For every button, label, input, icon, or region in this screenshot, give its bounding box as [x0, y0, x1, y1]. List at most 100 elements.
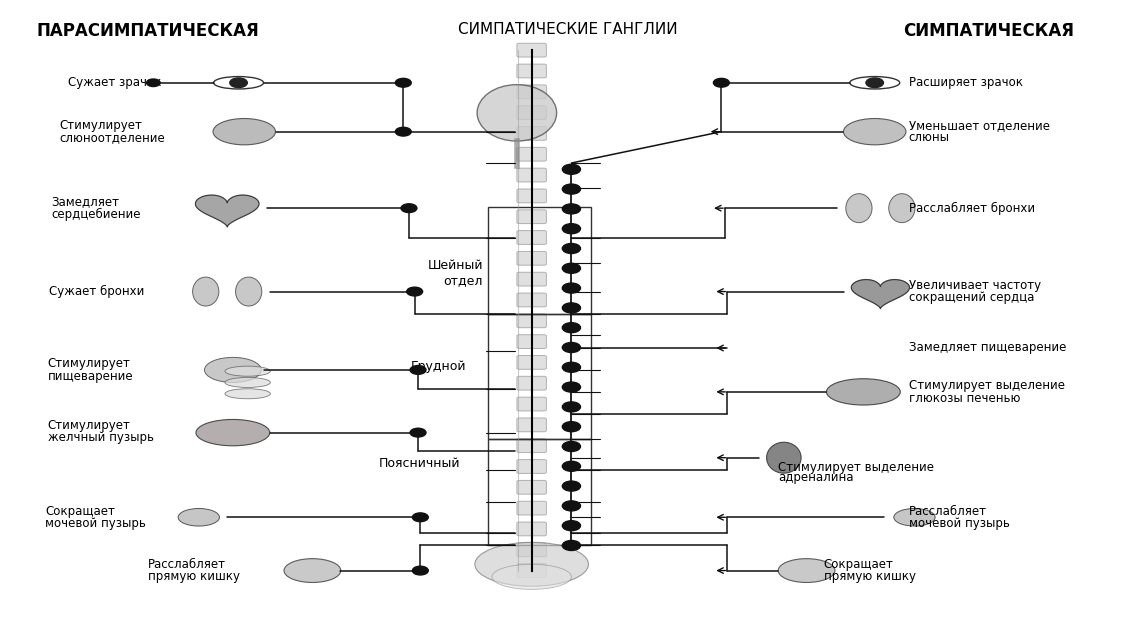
Text: мочевой пузырь: мочевой пузырь [45, 517, 147, 530]
Circle shape [562, 283, 580, 293]
Circle shape [562, 501, 580, 511]
Ellipse shape [846, 194, 872, 223]
FancyBboxPatch shape [517, 106, 546, 120]
Circle shape [562, 323, 580, 333]
Ellipse shape [477, 85, 557, 141]
Text: Стимулирует выделение: Стимулирует выделение [909, 379, 1064, 392]
Text: сердцебиение: сердцебиение [51, 208, 141, 221]
FancyBboxPatch shape [517, 397, 546, 411]
Text: мочевой пузырь: мочевой пузырь [909, 517, 1010, 530]
Ellipse shape [475, 542, 588, 586]
Text: Увеличивает частоту: Увеличивает частоту [909, 279, 1041, 292]
FancyBboxPatch shape [517, 564, 546, 577]
FancyBboxPatch shape [517, 460, 546, 473]
Circle shape [562, 164, 580, 174]
Circle shape [562, 461, 580, 472]
Polygon shape [851, 280, 910, 308]
Circle shape [562, 263, 580, 273]
Ellipse shape [778, 559, 835, 582]
Ellipse shape [225, 389, 270, 399]
Text: слюноотделение: слюноотделение [59, 132, 165, 144]
FancyBboxPatch shape [517, 356, 546, 369]
Text: слюны: слюны [909, 132, 950, 144]
Text: Сокращает: Сокращает [45, 505, 116, 517]
Circle shape [410, 428, 426, 437]
Text: Шейный
отдел: Шейный отдел [427, 259, 483, 287]
FancyBboxPatch shape [517, 293, 546, 307]
FancyBboxPatch shape [517, 251, 546, 265]
Ellipse shape [767, 442, 801, 473]
Circle shape [866, 78, 884, 88]
Text: Замедляет: Замедляет [51, 196, 119, 208]
Circle shape [147, 79, 160, 87]
Circle shape [562, 481, 580, 491]
Ellipse shape [888, 194, 914, 223]
FancyBboxPatch shape [517, 522, 546, 536]
Ellipse shape [843, 119, 907, 145]
Circle shape [562, 303, 580, 313]
Text: СИМПАТИЧЕСКИЕ ГАНГЛИИ: СИМПАТИЧЕСКИЕ ГАНГЛИИ [458, 22, 678, 37]
Circle shape [412, 566, 428, 575]
Ellipse shape [178, 508, 219, 526]
FancyBboxPatch shape [517, 418, 546, 432]
Circle shape [412, 513, 428, 522]
Circle shape [562, 441, 580, 451]
Ellipse shape [850, 76, 900, 89]
Polygon shape [195, 195, 259, 227]
Text: Расслабляет бронхи: Расслабляет бронхи [909, 202, 1035, 214]
Circle shape [562, 402, 580, 412]
Ellipse shape [894, 508, 935, 526]
Ellipse shape [492, 564, 571, 589]
Text: Стимулирует: Стимулирует [59, 119, 142, 132]
Circle shape [401, 204, 417, 213]
Circle shape [410, 366, 426, 374]
FancyBboxPatch shape [517, 480, 546, 494]
Text: Уменьшает отделение: Уменьшает отделение [909, 119, 1050, 132]
FancyBboxPatch shape [517, 231, 546, 245]
FancyBboxPatch shape [517, 64, 546, 78]
Circle shape [229, 78, 248, 88]
FancyBboxPatch shape [517, 272, 546, 286]
Ellipse shape [225, 366, 270, 376]
Circle shape [562, 520, 580, 530]
Text: Грудной: Грудной [410, 361, 466, 373]
Text: ПАРАСИМПАТИЧЕСКАЯ: ПАРАСИМПАТИЧЕСКАЯ [36, 22, 259, 40]
Circle shape [562, 540, 580, 551]
FancyBboxPatch shape [517, 85, 546, 98]
Ellipse shape [235, 277, 261, 306]
Circle shape [395, 78, 411, 87]
Text: Сужает зрачок: Сужает зрачок [68, 76, 161, 89]
FancyBboxPatch shape [517, 376, 546, 390]
Text: Замедляет пищеварение: Замедляет пищеварение [909, 342, 1067, 354]
Ellipse shape [225, 377, 270, 387]
Circle shape [562, 422, 580, 432]
FancyBboxPatch shape [517, 501, 546, 515]
Text: Расслабляет: Расслабляет [148, 558, 226, 571]
Text: прямую кишку: прямую кишку [824, 571, 916, 583]
Circle shape [562, 184, 580, 194]
Circle shape [562, 204, 580, 214]
Ellipse shape [204, 357, 261, 382]
Text: адреналина: адреналина [778, 472, 853, 484]
Ellipse shape [827, 379, 900, 405]
Text: Сокращает: Сокращает [824, 558, 894, 571]
FancyBboxPatch shape [517, 314, 546, 328]
Ellipse shape [195, 419, 270, 446]
FancyBboxPatch shape [517, 147, 546, 161]
FancyBboxPatch shape [517, 543, 546, 557]
Circle shape [562, 243, 580, 253]
Circle shape [562, 224, 580, 234]
Circle shape [562, 382, 580, 392]
FancyBboxPatch shape [517, 127, 546, 140]
Text: Расслабляет: Расслабляет [909, 505, 987, 517]
Text: Поясничный: Поясничный [378, 458, 460, 470]
FancyBboxPatch shape [517, 210, 546, 224]
FancyBboxPatch shape [517, 439, 546, 453]
Ellipse shape [284, 559, 341, 582]
Circle shape [713, 78, 729, 87]
Text: Стимулирует: Стимулирует [48, 419, 131, 431]
Ellipse shape [193, 277, 219, 306]
Text: желчный пузырь: желчный пузырь [48, 431, 153, 444]
Text: Стимулирует: Стимулирует [48, 357, 131, 370]
Text: сокращений сердца: сокращений сердца [909, 292, 1034, 304]
